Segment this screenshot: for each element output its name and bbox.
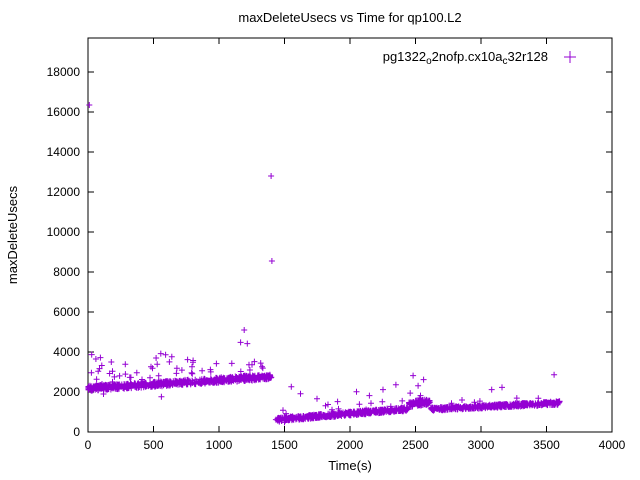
y-tick-label: 6000 — [53, 305, 80, 319]
legend-label: pg1322o2nofp.cx10ac32r128 — [383, 49, 548, 67]
x-axis-label: Time(s) — [328, 458, 372, 473]
x-tick-label: 3500 — [533, 438, 560, 452]
axis-ticks: 0 500 1000 1500 2000 2500 3000 3500 4000 0 2000 400… — [47, 38, 626, 452]
x-tick-label: 1500 — [271, 438, 298, 452]
y-tick-label: 2000 — [53, 385, 80, 399]
y-tick-label: 8000 — [53, 265, 80, 279]
x-tick-label: 2000 — [337, 438, 364, 452]
data-points-series — [85, 102, 563, 426]
chart-title: maxDeleteUsecs vs Time for qp100.L2 — [238, 10, 461, 25]
y-tick-label: 18000 — [47, 65, 81, 79]
x-tick-label: 2500 — [402, 438, 429, 452]
x-tick-label: 1000 — [206, 438, 233, 452]
x-tick-label: 4000 — [599, 438, 626, 452]
y-axis-label: maxDeleteUsecs — [5, 185, 20, 284]
y-tick-label: 0 — [73, 425, 80, 439]
legend: pg1322o2nofp.cx10ac32r128 — [383, 49, 576, 67]
y-tick-label: 12000 — [47, 185, 81, 199]
x-tick-label: 3000 — [468, 438, 495, 452]
legend-plus-marker-icon — [564, 51, 576, 63]
y-tick-label: 16000 — [47, 105, 81, 119]
y-tick-label: 4000 — [53, 345, 80, 359]
y-tick-label: 10000 — [47, 225, 81, 239]
x-tick-label: 500 — [143, 438, 163, 452]
y-tick-label: 14000 — [47, 145, 81, 159]
x-tick-label: 0 — [85, 438, 92, 452]
